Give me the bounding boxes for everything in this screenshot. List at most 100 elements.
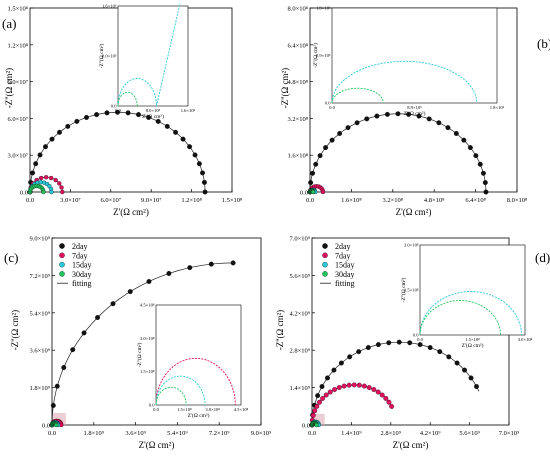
y-tick-label: 0.0 — [302, 423, 310, 430]
panel-label: (a) — [2, 16, 16, 31]
inset-x-tick-label: 3.0×10⁸ — [205, 407, 220, 412]
y-tick-label: 0.0 — [42, 423, 50, 430]
y-axis-label: -Z''(Ω cm²) — [10, 310, 20, 350]
y-tick-label: 7.2×10⁹ — [29, 273, 50, 280]
x-tick-label: 3.6×10⁹ — [125, 430, 146, 437]
panel-a: (a) 0.0 3.0×10⁷ 6.0×10⁷ 9.0×10⁷ 1.2×10⁸ 1.5×10… — [2, 2, 243, 217]
inset-series-15day — [331, 60, 478, 104]
data-point — [407, 340, 413, 346]
panel-label: (d) — [535, 250, 550, 265]
data-point — [315, 393, 321, 399]
inset-x-tick-label: 0.0 — [153, 407, 159, 412]
legend-entry: fitting — [335, 279, 355, 288]
y-tick-label: 1.5×10⁸ — [7, 6, 28, 13]
legend-entry: 7day — [72, 251, 88, 260]
inset-y-tick-label: 1.5×10⁸ — [404, 288, 419, 293]
data-point — [180, 136, 186, 142]
data-point — [202, 189, 208, 195]
data-point — [473, 153, 479, 159]
inset-frame — [419, 244, 526, 336]
data-point — [200, 170, 205, 176]
data-point — [43, 144, 48, 150]
data-point — [208, 261, 214, 267]
inset-x-tick-label: 1.6×10⁶ — [181, 108, 196, 113]
data-point — [310, 170, 316, 176]
y-tick-label: 9.0×10⁹ — [29, 236, 50, 243]
inset-y-tick-label: 1.6×10⁶ — [102, 4, 117, 9]
legend-marker — [322, 243, 328, 249]
data-point — [187, 144, 193, 150]
x-tick-label: 1.6×10⁸ — [341, 197, 362, 204]
inset-x-tick-label: 3.0×10⁸ — [518, 337, 533, 342]
fitting-curve — [51, 262, 234, 426]
y-axis-label: -Z''(Ω cm²) — [280, 68, 290, 108]
inset-series-30day — [419, 300, 501, 336]
data-point — [361, 383, 367, 389]
data-point — [201, 179, 207, 185]
x-tick-label: 3.2×10⁸ — [383, 197, 404, 204]
x-tick-label: 0.0 — [306, 197, 314, 204]
inset-y-axis-label: -Z''(Ω cm²) — [400, 278, 407, 303]
inset-x-tick-label: 0.0 — [115, 108, 121, 113]
inset-series-15day — [117, 2, 181, 107]
inset-series-30day — [117, 91, 138, 107]
inset-y-tick-label: 3.0×10⁸ — [404, 243, 419, 248]
series-30day — [309, 420, 319, 428]
data-point — [60, 189, 65, 195]
legend-marker — [322, 261, 328, 268]
legend-marker — [59, 261, 65, 268]
inset-frame — [155, 304, 242, 406]
data-point — [327, 389, 333, 395]
data-point — [346, 382, 352, 388]
x-axis-label: Z'(Ω cm²) — [113, 207, 149, 217]
series-30day — [307, 188, 316, 195]
x-tick-label: 9.0×10⁹ — [251, 430, 272, 437]
panel-label: (c) — [4, 250, 18, 265]
data-point — [50, 403, 56, 408]
inset-curve — [331, 60, 478, 104]
legend-entry: 7day — [335, 251, 351, 260]
inset-y-tick-label: 0.0 — [111, 104, 117, 109]
panel-c: (c) 0.0 1.8×10⁹ 3.6×10⁹ 5.4×10⁹ 7.2×10⁹ 9.0×10… — [4, 236, 272, 451]
data-point — [329, 137, 335, 143]
inset-y-tick-label: 1.5×10⁸ — [140, 369, 155, 374]
data-point — [371, 387, 377, 392]
inset-frame — [117, 5, 189, 107]
y-tick-label: 3.0×10⁷ — [7, 153, 28, 160]
data-point — [331, 367, 337, 373]
y-tick-label: 1.6×10⁸ — [287, 153, 308, 160]
data-point — [364, 116, 370, 122]
inset-curve — [155, 357, 236, 406]
data-point — [395, 111, 401, 117]
legend-marker — [59, 252, 65, 259]
data-point — [375, 342, 381, 348]
data-point — [396, 339, 402, 345]
data-point — [461, 137, 467, 143]
inset: 0.0 8.0×10⁵ 1.6×10⁶ 0.0 8.0×10⁵ 1.6×10⁶ Z'(Ω c… — [98, 2, 196, 120]
data-point — [445, 125, 451, 131]
legend-entry: 15day — [72, 261, 92, 270]
data-point — [59, 185, 64, 190]
x-tick-label: 1.2×10⁸ — [181, 197, 202, 204]
data-point — [482, 180, 488, 186]
data-point — [417, 342, 423, 348]
inset-y-tick-label: 0.0 — [149, 403, 155, 408]
data-point — [110, 301, 116, 307]
x-tick-label: 0.0 — [48, 430, 56, 437]
x-axis-label: Z'(Ω cm²) — [396, 207, 432, 217]
data-point — [164, 123, 170, 129]
inset-series-30day — [331, 87, 384, 104]
y-tick-label: 2.8×10⁹ — [289, 348, 310, 355]
data-point — [332, 387, 338, 392]
data-point — [104, 110, 110, 116]
panel-b: (b) 0.0 1.6×10⁸ 3.2×10⁸ 4.8×10⁸ 6.4×10⁸ 8.0×10… — [280, 6, 550, 218]
data-point — [320, 189, 326, 195]
data-point — [310, 412, 316, 418]
y-tick-label: 6.4×10⁸ — [287, 42, 308, 49]
data-point — [33, 161, 39, 167]
data-point — [351, 382, 357, 388]
data-point — [480, 170, 486, 176]
data-point — [57, 129, 62, 135]
y-tick-label: 1.8×10⁹ — [29, 385, 50, 392]
legend-entry: fitting — [72, 279, 92, 288]
